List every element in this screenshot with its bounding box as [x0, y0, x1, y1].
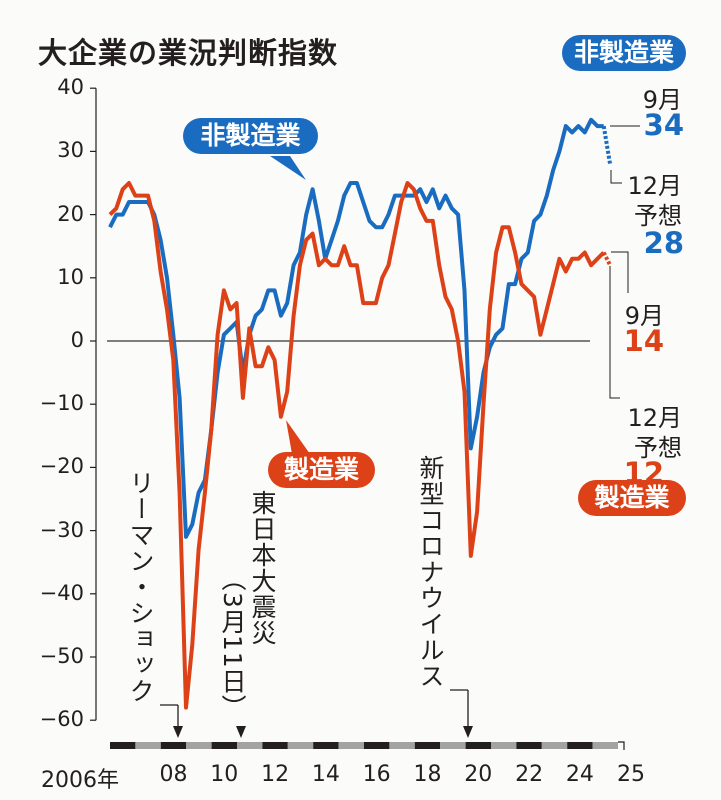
y-tick-label: 0 [70, 328, 84, 352]
x-tick-label: 16 [362, 762, 391, 787]
nonmfg-forecast-value: 28 [643, 226, 684, 260]
series-line-manufacturing [108, 181, 606, 710]
lehman-arrow-icon [173, 726, 183, 738]
year-segment [389, 742, 415, 749]
year-segment [516, 742, 542, 749]
mfg-forecast-value: 12 [623, 456, 664, 490]
year-segment [592, 742, 618, 749]
leader-line [611, 251, 629, 293]
y-tick-label: 30 [57, 138, 84, 163]
mfg-forecast-label2: 予想 [634, 434, 682, 462]
x-tick-label: 12 [261, 762, 290, 787]
year-segment [186, 742, 212, 749]
year-segment [135, 742, 161, 749]
nonmfg-forecast-label2: 予想 [634, 202, 682, 230]
annotation-quake-date: （3月11日） [218, 566, 247, 721]
annotation-quake: 東日本大震災 [248, 490, 277, 646]
y-tick-label: −20 [39, 454, 84, 479]
year-segment [414, 742, 441, 749]
x-tick-label: 18 [413, 762, 442, 787]
x-tick-label: 14 [311, 762, 340, 787]
x-tick-label: 22 [515, 762, 544, 787]
x-tick-label: 25 [617, 762, 645, 787]
leader-line [610, 170, 622, 184]
year-segment [541, 742, 568, 749]
axis-end-mark [618, 741, 625, 750]
x-tick-label: 24 [565, 762, 594, 787]
y-tick-label: −40 [39, 580, 84, 605]
year-segment [440, 742, 466, 749]
year-segment [262, 742, 288, 749]
y-tick-label: −60 [39, 707, 84, 732]
y-tick-label: 20 [57, 201, 84, 226]
legend-manufacturing: 製造業 [578, 480, 686, 516]
callout-manufacturing: 製造業 [268, 452, 375, 488]
nonmfg-forecast-label: 12月 [627, 172, 682, 200]
mfg-latest-label: 9月 [624, 302, 664, 330]
y-tick-label: 40 [57, 75, 84, 100]
year-segment [110, 742, 136, 749]
forecast-segment [601, 251, 612, 267]
year-segment [465, 742, 491, 749]
series-line-nonmanufacturing [108, 117, 604, 539]
year-segment [313, 742, 339, 749]
x-tick-label: 10 [210, 762, 239, 787]
y-tick-label: −50 [39, 644, 84, 668]
annotation-corona: 新型コロナウイルス [416, 455, 445, 689]
x-tick-label: 2006年 [41, 768, 119, 793]
nonmfg-latest-label: 9月 [642, 86, 682, 114]
x-tick-label: 20 [464, 762, 493, 787]
nonmfg-latest-value: 34 [643, 108, 684, 142]
year-segment [287, 742, 314, 749]
forecast-segment [601, 125, 613, 165]
quake-arrow-icon [236, 726, 246, 738]
mfg-forecast-label: 12月 [627, 404, 682, 432]
legend-nonmanufacturing: 非製造業 [562, 35, 686, 71]
y-tick-label: −30 [39, 517, 84, 542]
callout-tail [270, 156, 306, 180]
year-segment [237, 742, 263, 749]
mfg-latest-value: 14 [623, 324, 664, 358]
year-segment [211, 742, 237, 749]
year-segment [160, 742, 187, 749]
annotation-lehman: リーマン・ショック [126, 470, 155, 704]
chart-title: 大企業の業況判断指数 [38, 36, 339, 70]
callout-nonmanufacturing: 非製造業 [183, 118, 318, 154]
y-tick-label: 10 [57, 264, 84, 289]
year-segment [491, 742, 517, 749]
year-segment [567, 742, 593, 749]
x-tick-label: 08 [159, 762, 188, 787]
year-segment [364, 742, 390, 749]
y-tick-label: −10 [39, 391, 84, 416]
year-segment [338, 742, 364, 749]
callout-tail [286, 420, 310, 454]
corona-arrow-icon [463, 726, 473, 738]
leader-line [609, 266, 620, 399]
